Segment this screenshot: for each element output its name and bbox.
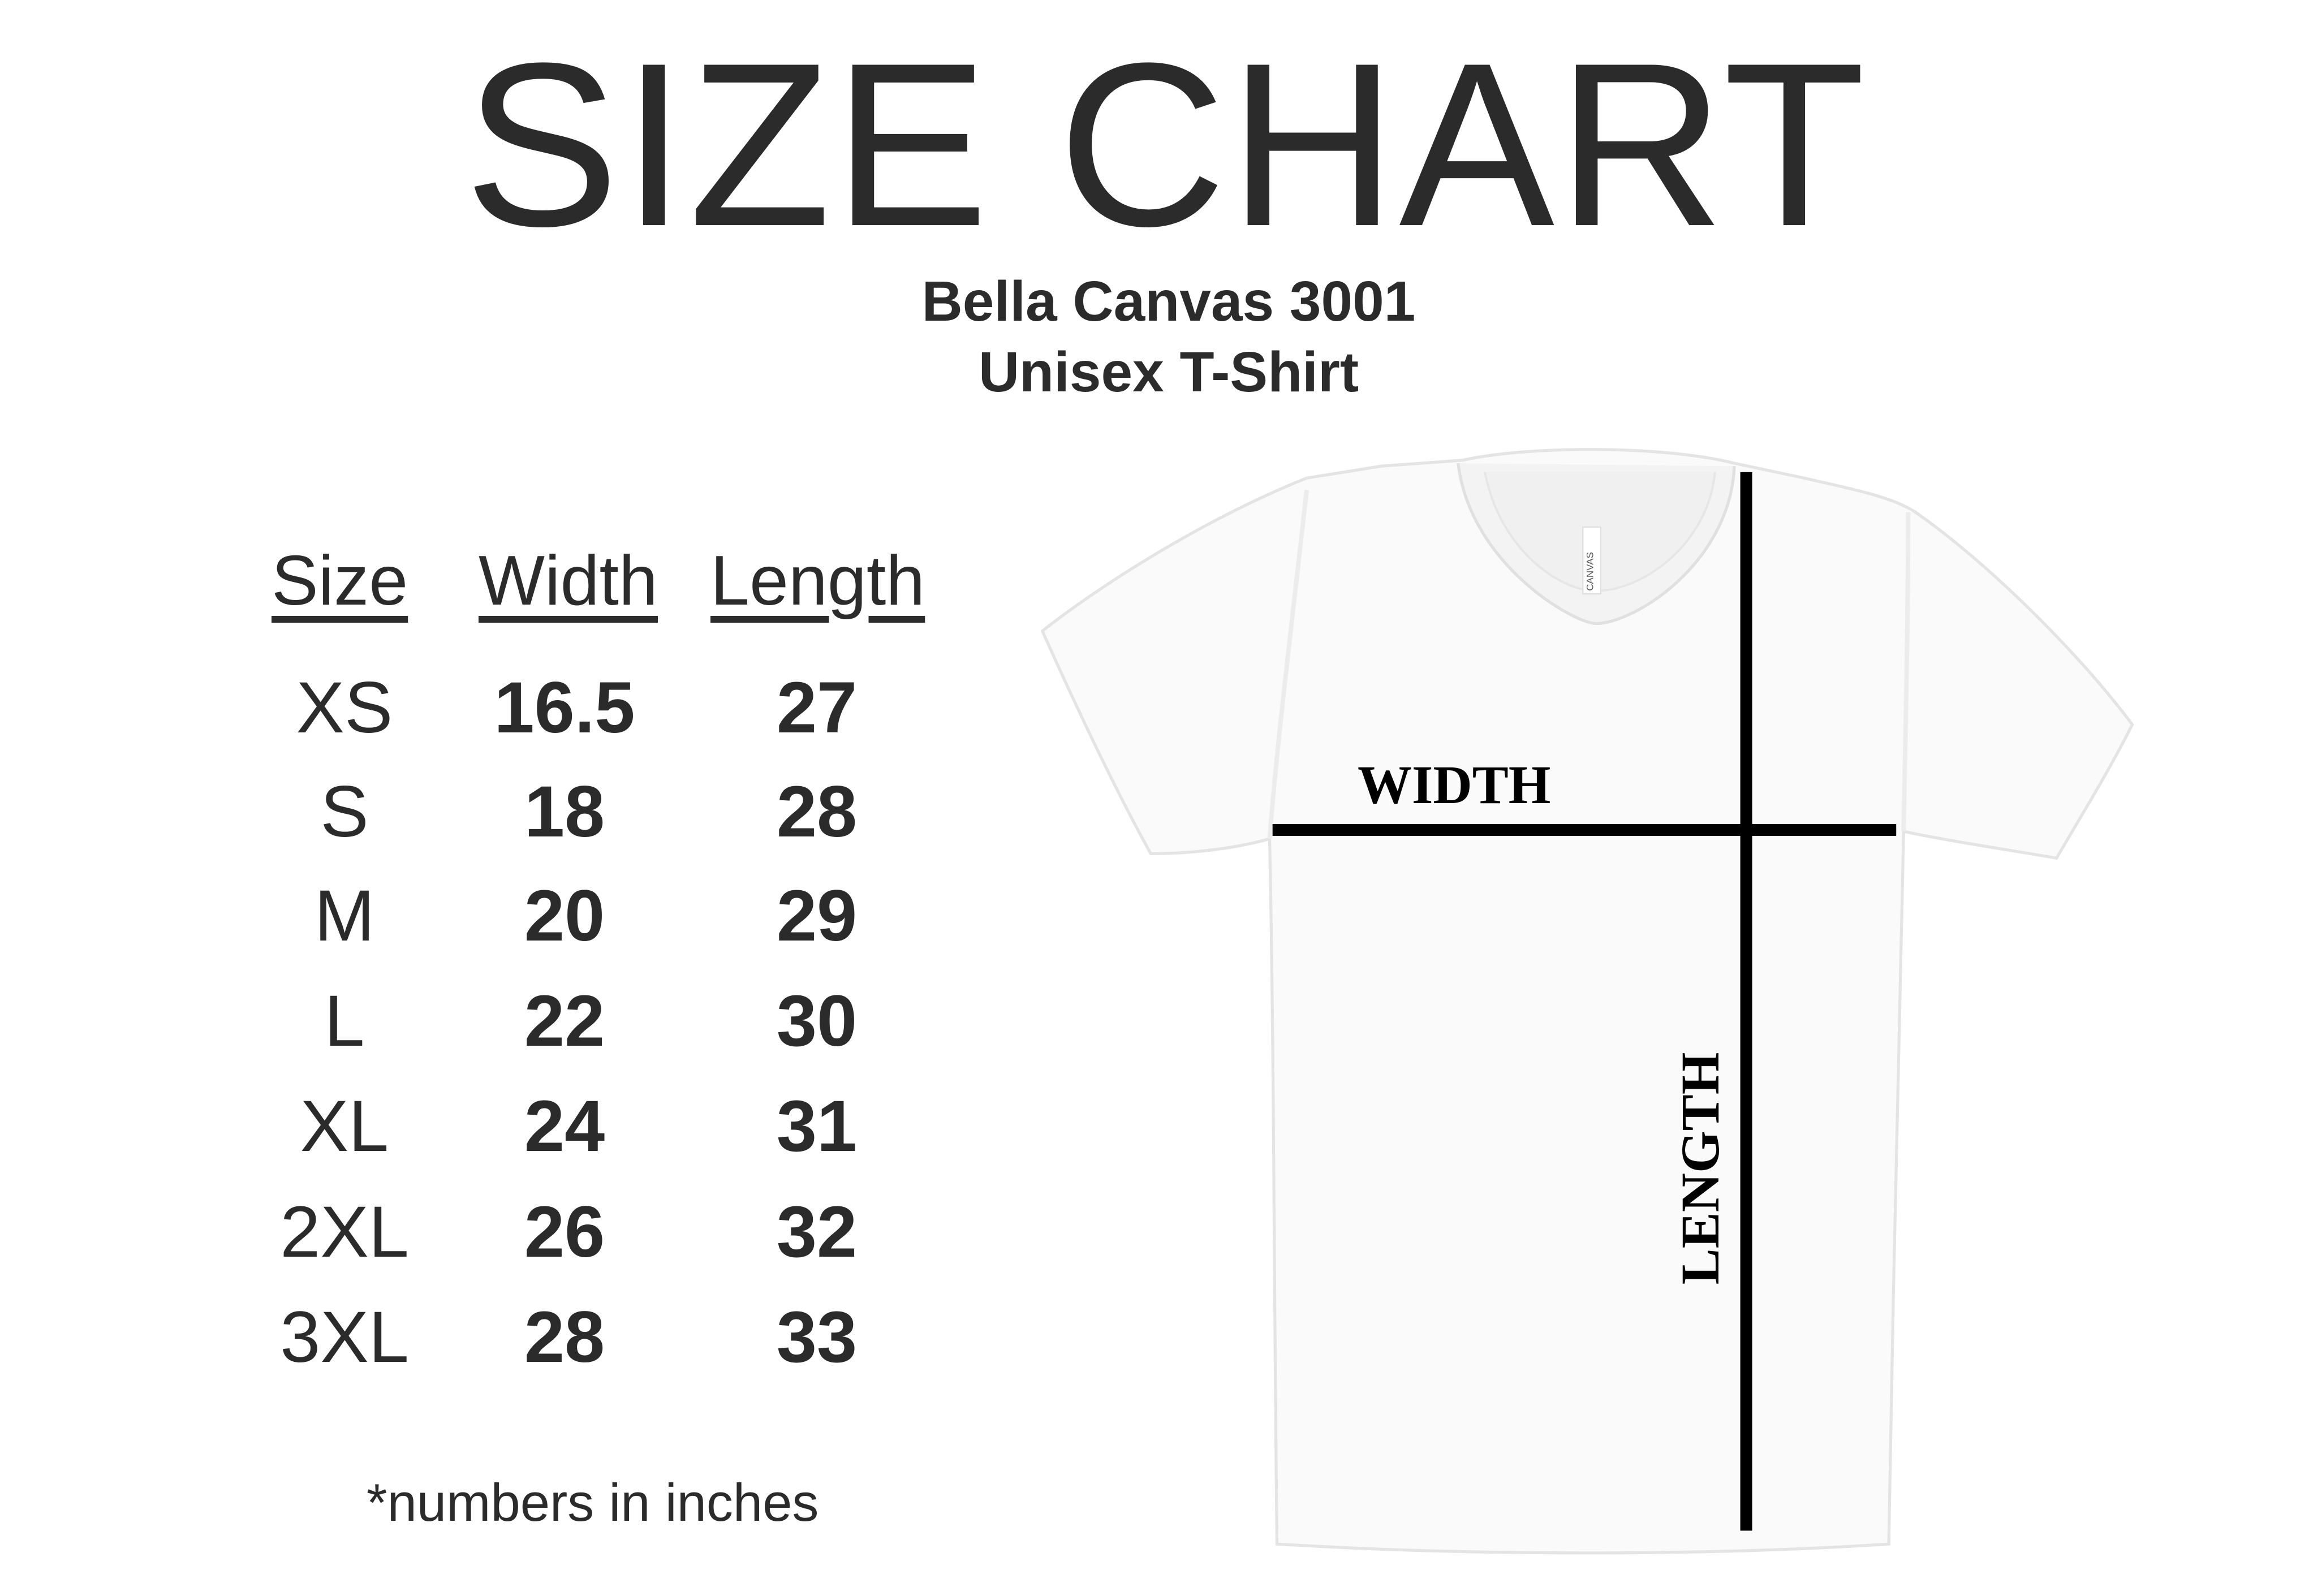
header-width: Width [479,542,658,620]
length-label: LENGTH [1670,1052,1730,1285]
neck-tag [1582,526,1601,595]
size-cell: S [320,771,369,852]
length-cell: 31 [776,1086,858,1167]
length-cell: 28 [776,771,858,852]
length-cell: 27 [776,667,858,748]
width-cell: 26 [524,1192,605,1273]
length-cell: 30 [776,981,858,1062]
page-title: SIZE CHART [464,15,1868,275]
size-cell: L [324,981,365,1062]
product-name: Bella Canvas 3001 [921,270,1416,333]
width-label: WIDTH [1358,754,1551,815]
size-cell: 3XL [280,1297,409,1378]
neck-tag-text: CANVAS [1585,552,1596,591]
length-measure-line [1740,472,1752,1531]
length-cell: 32 [776,1192,858,1273]
product-type: Unisex T-Shirt [978,340,1359,404]
width-cell: 24 [524,1086,605,1167]
size-cell: M [314,875,375,956]
width-measure-line [1272,823,1897,836]
width-cell: 18 [524,771,605,852]
size-cell: XL [300,1086,389,1167]
length-cell: 29 [776,875,858,956]
tshirt-image: CANVAS [1040,448,2134,1555]
width-cell: 20 [524,875,605,956]
length-cell: 33 [776,1297,858,1378]
width-cell: 22 [524,981,605,1062]
header-size: Size [272,542,408,620]
size-cell: XS [296,667,393,748]
size-cell: 2XL [280,1192,409,1273]
units-footnote: *numbers in inches [367,1473,819,1532]
header-length: Length [710,542,925,620]
width-cell: 16.5 [494,667,635,748]
width-cell: 28 [524,1297,605,1378]
